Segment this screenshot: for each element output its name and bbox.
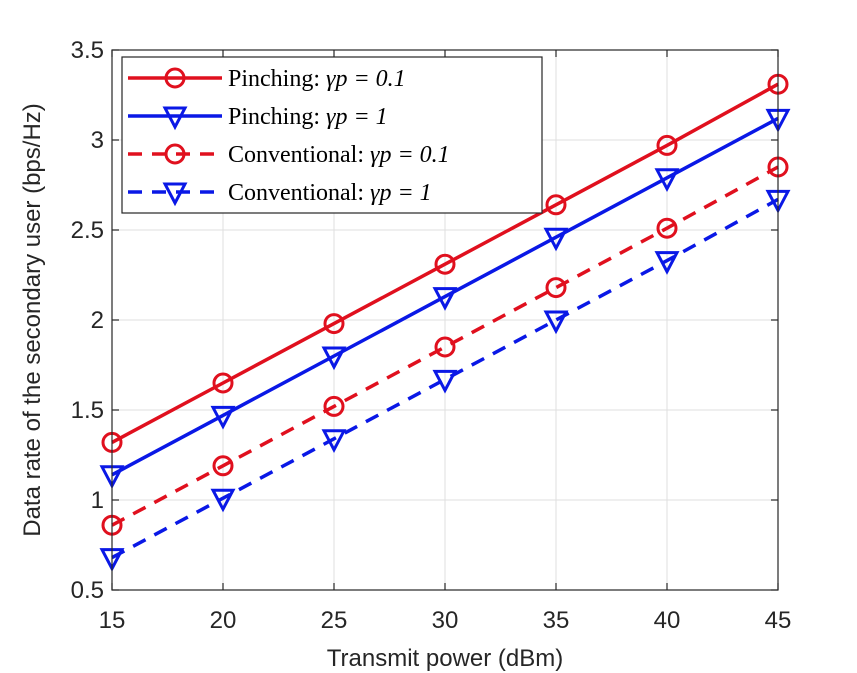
- series-line: [111, 165, 779, 527]
- triangle-marker: [210, 488, 236, 513]
- axis-ticks: 15 20 25 30 35 40 45 0.5 1 1.5 2 2.5 3 3.5: [71, 37, 792, 634]
- circle-marker: [545, 194, 567, 216]
- triangle-marker: [543, 310, 569, 335]
- legend-box: [121, 56, 543, 214]
- triangle-marker: [654, 168, 680, 193]
- legend-entry: Pinching: γp = 1: [128, 104, 388, 131]
- y-tick-label: 3: [91, 127, 104, 154]
- triangle-marker: [543, 227, 569, 252]
- triangle-marker: [162, 106, 188, 131]
- legend-series-name: Conventional: [228, 142, 358, 168]
- legend-entry: Conventional: γp = 0.1: [128, 142, 450, 168]
- x-tick-label: 20: [210, 607, 237, 634]
- y-tick-label: 0.5: [71, 577, 104, 604]
- circle-marker: [434, 336, 456, 358]
- triangle-marker: [210, 405, 236, 430]
- legend-series-param: γp = 1: [326, 104, 388, 130]
- legend-series-param: γp = 0.1: [326, 66, 406, 92]
- x-axis-label: Transmit power (dBm): [327, 645, 563, 672]
- circle-marker: [656, 217, 678, 239]
- triangle-marker: [321, 429, 347, 454]
- legend: Pinching: γp = 0.1 Pinching: γp = 1 Conven…: [121, 56, 543, 214]
- circle-marker: [545, 277, 567, 299]
- legend-label: Pinching: γp = 1: [228, 104, 388, 130]
- triangle-marker: [654, 251, 680, 275]
- series-line: [111, 197, 779, 560]
- legend-series-name: Conventional: [228, 180, 358, 206]
- legend-series-param: γp = 0.1: [370, 142, 450, 168]
- y-tick-label: 2.5: [71, 217, 104, 244]
- circle-marker: [323, 313, 345, 335]
- legend-entry: Conventional: γp = 1: [128, 180, 432, 207]
- triangle-marker: [321, 346, 347, 371]
- series-1: [101, 73, 789, 453]
- series-line: [111, 82, 779, 444]
- circle-marker: [323, 395, 345, 417]
- circle-marker: [164, 143, 186, 165]
- y-tick-label: 1: [91, 487, 104, 514]
- legend-label: Conventional: γp = 1: [228, 180, 432, 206]
- x-tick-label: 35: [543, 607, 570, 634]
- y-tick-label: 3.5: [71, 37, 104, 64]
- legend-series-name: Pinching: [228, 66, 313, 92]
- series-2: [99, 108, 791, 490]
- circle-marker: [212, 372, 234, 394]
- circle-marker: [164, 67, 186, 89]
- data-series: [99, 73, 791, 572]
- legend-label: Pinching: γp = 0.1: [228, 66, 406, 92]
- x-tick-label: 40: [654, 607, 681, 634]
- y-axis-label: Data rate of the secondary user (bps/Hz): [19, 103, 46, 537]
- legend-series-name: Pinching: [228, 104, 313, 130]
- y-tick-label: 2: [91, 307, 104, 334]
- legend-entry: Pinching: γp = 0.1: [128, 66, 406, 92]
- triangle-marker: [432, 287, 458, 311]
- legend-series-param: γp = 1: [370, 180, 432, 206]
- legend-label: Conventional: γp = 0.1: [228, 142, 450, 168]
- triangle-marker: [432, 369, 458, 394]
- triangle-marker: [162, 182, 188, 207]
- x-tick-label: 15: [99, 607, 126, 634]
- circle-marker: [212, 455, 234, 477]
- circle-marker: [434, 253, 456, 275]
- x-tick-label: 45: [765, 607, 792, 634]
- y-tick-label: 1.5: [71, 397, 104, 424]
- circle-marker: [656, 134, 678, 156]
- x-tick-label: 25: [321, 607, 348, 634]
- series-line: [111, 116, 779, 477]
- x-tick-label: 30: [432, 607, 459, 634]
